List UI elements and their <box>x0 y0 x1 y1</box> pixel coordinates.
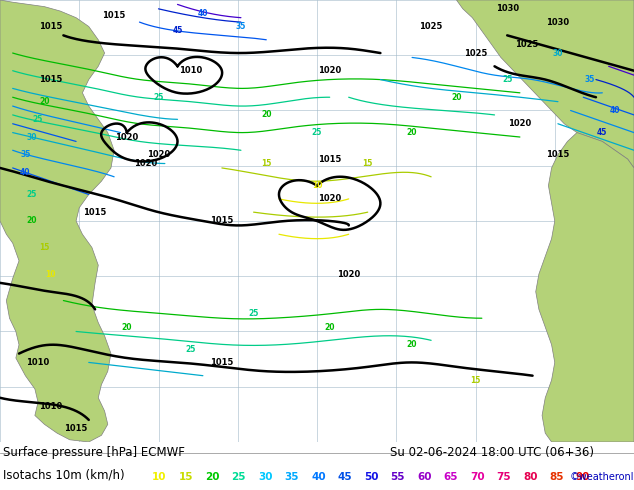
Text: 25: 25 <box>33 115 43 124</box>
Text: 50: 50 <box>364 472 378 482</box>
Text: 1015: 1015 <box>103 11 126 20</box>
Text: 1015: 1015 <box>84 208 107 217</box>
Text: 1020: 1020 <box>318 66 341 75</box>
Text: 30: 30 <box>258 472 273 482</box>
Text: 25: 25 <box>27 190 37 199</box>
Text: 1010: 1010 <box>179 66 202 75</box>
Text: 40: 40 <box>20 168 30 177</box>
Text: 20: 20 <box>407 340 417 349</box>
Text: 45: 45 <box>337 472 352 482</box>
Text: 25: 25 <box>153 93 164 102</box>
Text: 1020: 1020 <box>115 132 138 142</box>
Text: 1030: 1030 <box>496 4 519 13</box>
Text: 1025: 1025 <box>515 40 538 49</box>
Text: 80: 80 <box>523 472 538 482</box>
Text: 20: 20 <box>407 128 417 137</box>
Text: 1015: 1015 <box>210 358 233 367</box>
Text: 45: 45 <box>597 128 607 137</box>
Text: 40: 40 <box>198 9 208 18</box>
Text: 1015: 1015 <box>65 424 87 433</box>
Text: 20: 20 <box>261 110 271 120</box>
Polygon shape <box>456 0 634 168</box>
Text: 20: 20 <box>325 322 335 332</box>
Text: 20: 20 <box>205 472 219 482</box>
Text: Isotachs 10m (km/h): Isotachs 10m (km/h) <box>3 469 125 482</box>
Text: 1020: 1020 <box>337 270 360 278</box>
Text: 25: 25 <box>249 309 259 318</box>
Text: 15: 15 <box>363 159 373 168</box>
Text: 40: 40 <box>311 472 326 482</box>
Text: 1010: 1010 <box>27 358 49 367</box>
Text: 45: 45 <box>172 26 183 35</box>
Text: 85: 85 <box>550 472 564 482</box>
Text: 25: 25 <box>312 128 322 137</box>
Text: 40: 40 <box>610 106 620 115</box>
Text: 10: 10 <box>152 472 167 482</box>
Text: 1025: 1025 <box>464 49 487 57</box>
Text: 15: 15 <box>261 159 271 168</box>
Text: 1015: 1015 <box>210 217 233 225</box>
Text: 1010: 1010 <box>39 402 62 411</box>
Text: 65: 65 <box>444 472 458 482</box>
Text: 1020: 1020 <box>134 159 157 168</box>
Text: 30: 30 <box>27 132 37 142</box>
Text: 55: 55 <box>391 472 405 482</box>
Text: 1015: 1015 <box>39 75 62 84</box>
Text: 25: 25 <box>502 75 512 84</box>
Text: 20: 20 <box>27 217 37 225</box>
Text: 30: 30 <box>553 49 563 57</box>
Text: 20: 20 <box>451 93 462 102</box>
Text: 60: 60 <box>417 472 432 482</box>
Text: 25: 25 <box>185 344 195 354</box>
Text: 1015: 1015 <box>547 150 569 159</box>
Text: 20: 20 <box>122 322 132 332</box>
Text: 1030: 1030 <box>547 18 569 26</box>
Text: 25: 25 <box>231 472 246 482</box>
Text: 35: 35 <box>20 150 30 159</box>
Polygon shape <box>0 0 114 442</box>
Text: 15: 15 <box>39 243 49 252</box>
Text: 75: 75 <box>496 472 511 482</box>
Text: 15: 15 <box>470 376 481 385</box>
Text: 35: 35 <box>236 22 246 31</box>
Text: 70: 70 <box>470 472 484 482</box>
Text: 1015: 1015 <box>39 22 62 31</box>
Text: 15: 15 <box>179 472 193 482</box>
Text: 10: 10 <box>312 181 322 190</box>
Text: 35: 35 <box>285 472 299 482</box>
Text: Surface pressure [hPa] ECMWF: Surface pressure [hPa] ECMWF <box>3 446 185 459</box>
Text: 1020: 1020 <box>508 119 531 128</box>
Text: 10: 10 <box>46 270 56 278</box>
Polygon shape <box>536 133 634 442</box>
Text: 90: 90 <box>576 472 590 482</box>
Text: 20: 20 <box>39 97 49 106</box>
Text: 1015: 1015 <box>318 155 341 164</box>
Text: 1025: 1025 <box>420 22 443 31</box>
Text: 1020: 1020 <box>147 150 170 159</box>
Text: 35: 35 <box>585 75 595 84</box>
Text: Su 02-06-2024 18:00 UTC (06+36): Su 02-06-2024 18:00 UTC (06+36) <box>390 446 594 459</box>
Text: 1020: 1020 <box>318 195 341 203</box>
Text: ©weatheronline.co.uk: ©weatheronline.co.uk <box>570 472 634 482</box>
